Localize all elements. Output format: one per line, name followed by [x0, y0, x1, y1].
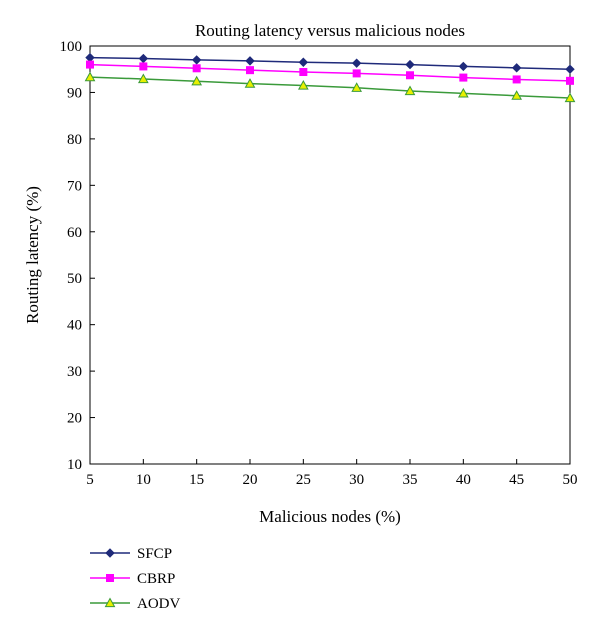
legend-label: SFCP — [137, 546, 172, 562]
series-line-cbrp — [89, 63, 571, 82]
legend-marker — [104, 597, 116, 608]
data-point-cbrp — [406, 71, 414, 80]
x-tick-label: 5 — [86, 472, 94, 488]
legend: SFCP CBRP AODV — [90, 546, 180, 612]
data-point-aodv — [511, 90, 523, 100]
x-tick-label: 15 — [189, 472, 204, 488]
series-line-aodv — [89, 76, 571, 99]
x-tick-label: 25 — [296, 472, 311, 488]
series-sfcp — [85, 52, 575, 74]
chart-title: Routing latency versus malicious nodes — [195, 21, 465, 40]
data-point-aodv — [297, 79, 309, 90]
data-point-sfcp — [458, 61, 469, 72]
data-point-cbrp — [459, 73, 468, 82]
data-point-sfcp — [565, 64, 575, 74]
legend-item-cbrp: CBRP — [90, 571, 175, 587]
data-point-sfcp — [85, 52, 95, 63]
x-tick-label: 10 — [136, 472, 151, 488]
series-layer — [84, 52, 576, 103]
y-tick-label: 70 — [67, 178, 82, 194]
x-tick-label: 40 — [456, 472, 471, 488]
data-point-aodv — [457, 87, 469, 98]
x-tick-label: 50 — [563, 472, 578, 488]
y-axis-label: Routing latency (%) — [23, 186, 42, 324]
data-point-sfcp — [245, 56, 255, 66]
data-point-sfcp — [351, 58, 362, 68]
data-point-aodv — [191, 75, 203, 86]
data-point-sfcp — [511, 63, 522, 73]
data-point-cbrp — [192, 64, 201, 73]
legend-marker — [105, 548, 115, 558]
data-point-sfcp — [138, 53, 149, 64]
y-tick-label: 30 — [67, 364, 82, 380]
series-cbrp — [86, 60, 574, 85]
data-point-sfcp — [405, 59, 415, 70]
y-tick-label: 60 — [67, 225, 82, 241]
data-point-cbrp — [86, 60, 94, 69]
series-aodv — [84, 71, 576, 103]
data-point-aodv — [404, 85, 416, 96]
legend-item-aodv: AODV — [90, 596, 180, 612]
legend-label: AODV — [137, 596, 180, 612]
data-point-sfcp — [298, 57, 309, 67]
y-tick-label: 90 — [67, 85, 82, 101]
series-line-sfcp — [89, 56, 571, 70]
data-point-cbrp — [566, 76, 574, 85]
y-axis: 10 20 30 40 50 60 70 80 90 100 — [60, 39, 95, 473]
y-tick-label: 40 — [67, 318, 82, 334]
data-point-cbrp — [246, 66, 254, 75]
x-axis: 5 10 15 20 25 30 35 40 45 50 — [86, 459, 578, 488]
x-tick-label: 35 — [403, 472, 418, 488]
y-tick-label: 20 — [67, 411, 82, 427]
x-axis-label: Malicious nodes (%) — [259, 507, 401, 526]
data-point-aodv — [351, 82, 363, 92]
data-point-aodv — [137, 73, 149, 84]
x-tick-label: 45 — [509, 472, 524, 488]
y-tick-label: 10 — [67, 457, 82, 473]
plot-area — [89, 45, 571, 465]
x-tick-label: 30 — [349, 472, 364, 488]
y-tick-label: 100 — [60, 39, 83, 55]
data-point-aodv — [84, 71, 96, 82]
data-point-sfcp — [191, 55, 202, 65]
data-point-aodv — [564, 92, 576, 103]
data-point-aodv — [244, 78, 256, 88]
y-tick-label: 80 — [67, 132, 82, 148]
legend-label: CBRP — [137, 571, 175, 587]
legend-item-sfcp: SFCP — [90, 546, 172, 562]
y-tick-label: 50 — [67, 271, 82, 287]
data-point-cbrp — [299, 68, 308, 77]
x-tick-label: 20 — [243, 472, 258, 488]
data-point-cbrp — [352, 69, 361, 78]
legend-marker — [106, 574, 114, 582]
data-point-cbrp — [139, 62, 148, 71]
data-point-cbrp — [512, 75, 521, 84]
